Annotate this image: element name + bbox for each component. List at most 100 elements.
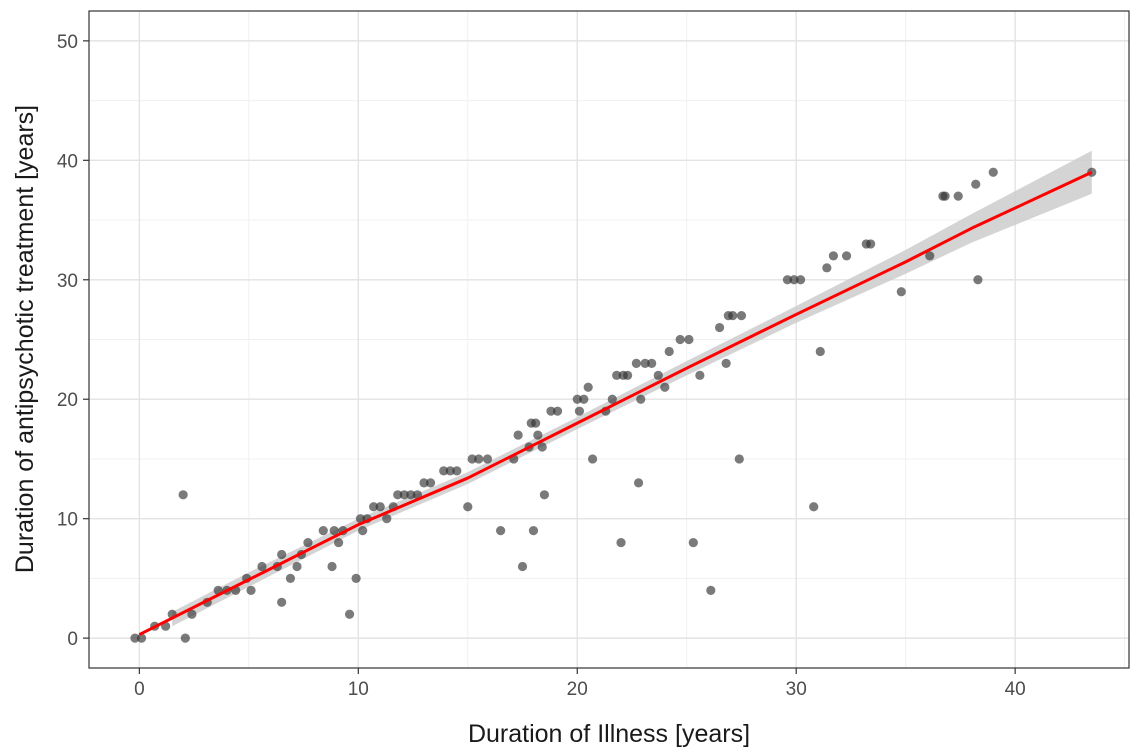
data-point — [344, 609, 355, 619]
data-point — [531, 418, 541, 428]
data-point — [828, 251, 839, 261]
y-axis-title: Duration of antipsychotic treatment [yea… — [11, 105, 39, 573]
data-point — [180, 633, 190, 643]
data-point — [782, 275, 793, 285]
data-point — [351, 573, 361, 584]
data-point — [355, 514, 366, 524]
y-tick-label: 20 — [57, 390, 78, 411]
data-point — [925, 251, 935, 261]
data-point — [734, 454, 744, 464]
major-grid — [89, 11, 1129, 668]
y-tick-label: 10 — [57, 510, 78, 531]
x-tick-label: 20 — [567, 679, 588, 700]
y-tick-label: 30 — [57, 271, 78, 292]
data-point — [795, 275, 806, 285]
data-point — [425, 478, 436, 488]
data-point — [721, 358, 731, 368]
data-point — [736, 311, 747, 321]
data-point — [329, 526, 339, 536]
data-point — [496, 526, 506, 536]
data-point — [334, 537, 344, 548]
data-point — [612, 370, 622, 380]
x-axis-title: Duration of Illness [years] — [468, 720, 750, 748]
data-point — [327, 561, 337, 572]
data-point — [277, 549, 287, 560]
data-point — [675, 334, 685, 345]
data-point — [684, 334, 694, 345]
regression-line — [138, 170, 1093, 636]
data-point — [574, 406, 585, 416]
plot-border — [88, 10, 1130, 669]
data-point — [896, 287, 906, 297]
data-point — [452, 466, 462, 476]
data-point — [246, 585, 256, 595]
data-point — [647, 358, 657, 368]
data-point — [866, 239, 876, 249]
data-point — [728, 311, 738, 321]
data-point — [988, 167, 998, 177]
data-point — [303, 537, 313, 548]
data-point — [292, 561, 302, 572]
data-point — [463, 502, 473, 512]
data-point — [631, 358, 641, 368]
data-point — [439, 466, 449, 476]
data-point — [533, 430, 543, 440]
data-point — [399, 490, 409, 500]
data-points — [130, 167, 1097, 643]
data-point — [583, 382, 593, 392]
data-point — [369, 502, 379, 512]
x-tick-label: 40 — [1005, 679, 1026, 700]
data-point — [375, 502, 385, 512]
data-point — [579, 394, 589, 404]
data-point — [636, 394, 646, 404]
data-point — [419, 478, 429, 488]
data-point — [971, 179, 981, 189]
data-point — [572, 394, 582, 404]
data-point — [277, 597, 287, 607]
data-point — [546, 406, 556, 416]
data-point — [528, 526, 539, 536]
data-point — [467, 454, 477, 464]
data-point — [513, 430, 523, 440]
data-point — [382, 514, 392, 524]
data-point — [178, 490, 188, 500]
data-point — [714, 322, 725, 333]
x-tick-label: 0 — [134, 679, 145, 700]
x-tick-label: 30 — [786, 679, 807, 700]
data-point — [809, 502, 819, 512]
data-point — [552, 406, 563, 416]
data-point — [616, 537, 626, 548]
data-point — [187, 609, 197, 619]
data-point — [695, 370, 705, 380]
data-point — [653, 370, 663, 380]
data-point — [688, 537, 698, 548]
data-point — [706, 585, 716, 595]
data-point — [482, 454, 493, 464]
data-point — [474, 454, 484, 464]
y-tick-label: 50 — [57, 32, 78, 53]
data-point — [607, 394, 617, 404]
data-point — [660, 382, 670, 392]
data-point — [318, 526, 328, 536]
data-point — [517, 561, 528, 572]
data-point — [841, 251, 852, 261]
data-point — [539, 490, 550, 500]
data-point — [815, 346, 825, 357]
data-point — [973, 275, 983, 285]
data-point — [136, 633, 147, 643]
data-point — [130, 633, 140, 643]
x-tick-label: 10 — [348, 679, 369, 700]
data-point — [822, 263, 832, 273]
data-point — [664, 346, 674, 357]
data-point — [789, 275, 799, 285]
data-point — [358, 526, 368, 536]
data-point — [393, 490, 403, 500]
data-point — [285, 573, 296, 584]
y-tick-label: 0 — [67, 629, 78, 650]
y-axis-ticks: 0 10 20 30 40 50 — [57, 32, 89, 650]
data-point — [406, 490, 416, 500]
data-point — [257, 561, 267, 572]
data-point — [587, 454, 598, 464]
data-point — [623, 370, 633, 380]
